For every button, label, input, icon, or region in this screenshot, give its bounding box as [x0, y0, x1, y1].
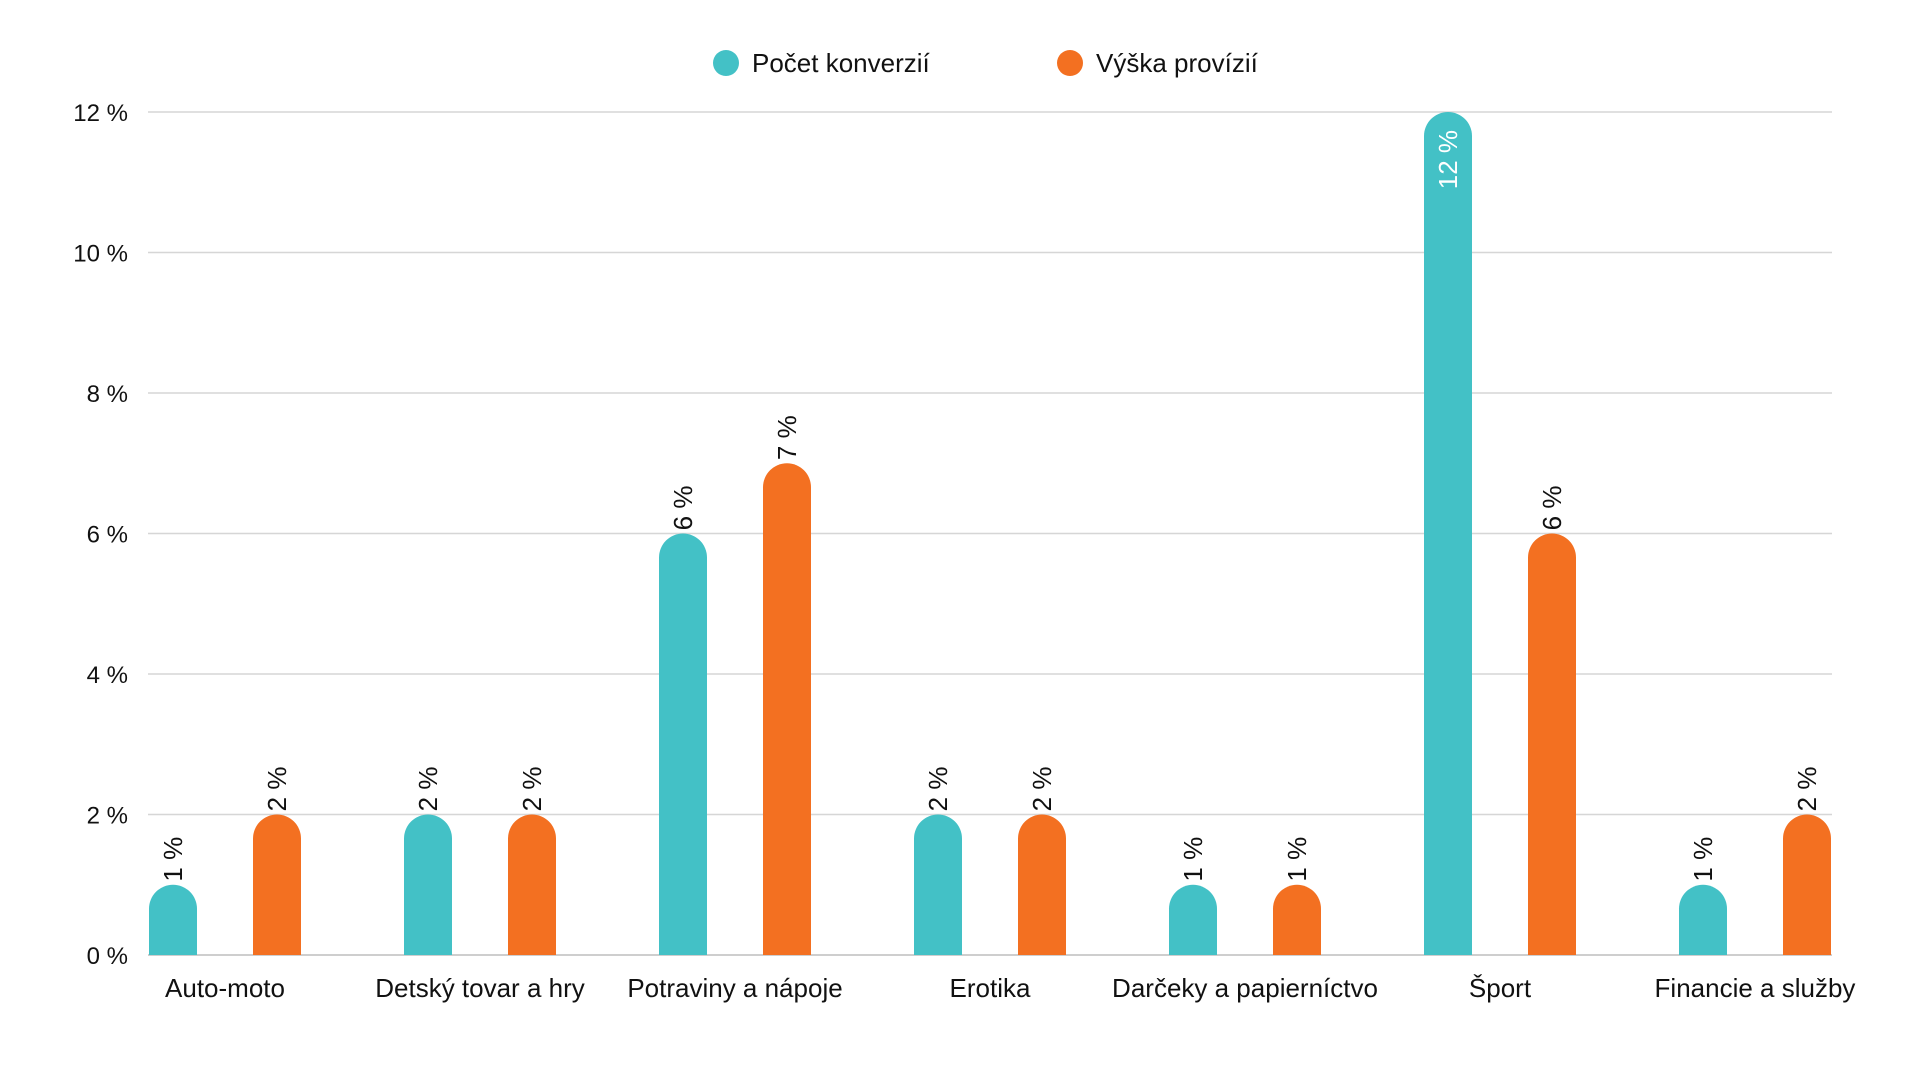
bar-provizie [1528, 533, 1576, 955]
bar-konverzie [149, 884, 197, 955]
data-label: 1 % [1282, 837, 1312, 882]
bar-provizie [1273, 884, 1321, 955]
bar-konverzie [1424, 112, 1472, 955]
legend-swatch-konverzie [713, 50, 739, 76]
category-label: Auto-moto [165, 973, 285, 1003]
y-tick-label: 0 % [87, 943, 128, 970]
bars [149, 112, 1831, 955]
category-label: Potraviny a nápoje [627, 973, 842, 1003]
data-label: 2 % [517, 767, 547, 812]
bar-konverzie [404, 814, 452, 955]
y-tick-label: 6 % [87, 522, 128, 549]
category-label: Detský tovar a hry [375, 973, 585, 1003]
y-tick-label: 8 % [87, 381, 128, 408]
data-label: 2 % [1027, 767, 1057, 812]
data-label: 2 % [413, 767, 443, 812]
legend: Počet konverzií Výška provízií [713, 48, 1259, 78]
data-label: 2 % [1792, 767, 1822, 812]
data-label: 2 % [262, 767, 292, 812]
y-tick-label: 10 % [73, 241, 128, 268]
y-tick-label: 4 % [87, 662, 128, 689]
bar-provizie [253, 814, 301, 955]
data-label: 7 % [772, 415, 802, 460]
bar-konverzie [914, 814, 962, 955]
category-label: Erotika [950, 973, 1031, 1003]
legend-label-konverzie: Počet konverzií [752, 48, 931, 78]
bar-provizie [763, 463, 811, 955]
legend-swatch-provizie [1057, 50, 1083, 76]
bar-konverzie [1679, 884, 1727, 955]
data-label: 2 % [923, 767, 953, 812]
category-label: Financie a služby [1655, 973, 1856, 1003]
category-label: Darčeky a papierníctvo [1112, 973, 1378, 1003]
data-label: 12 % [1433, 130, 1463, 189]
data-label: 6 % [668, 486, 698, 531]
bar-provizie [1783, 814, 1831, 955]
category-label: Šport [1469, 973, 1532, 1003]
data-label: 1 % [1688, 837, 1718, 882]
bar-provizie [508, 814, 556, 955]
data-label: 1 % [1178, 837, 1208, 882]
data-label: 1 % [158, 837, 188, 882]
legend-label-provizie: Výška provízií [1096, 48, 1259, 78]
y-tick-label: 2 % [87, 803, 128, 830]
bar-konverzie [1169, 884, 1217, 955]
data-label: 6 % [1537, 486, 1567, 531]
y-tick-label: 12 % [73, 100, 128, 127]
bar-konverzie [659, 533, 707, 955]
bar-provizie [1018, 814, 1066, 955]
gridlines [148, 111, 1832, 956]
